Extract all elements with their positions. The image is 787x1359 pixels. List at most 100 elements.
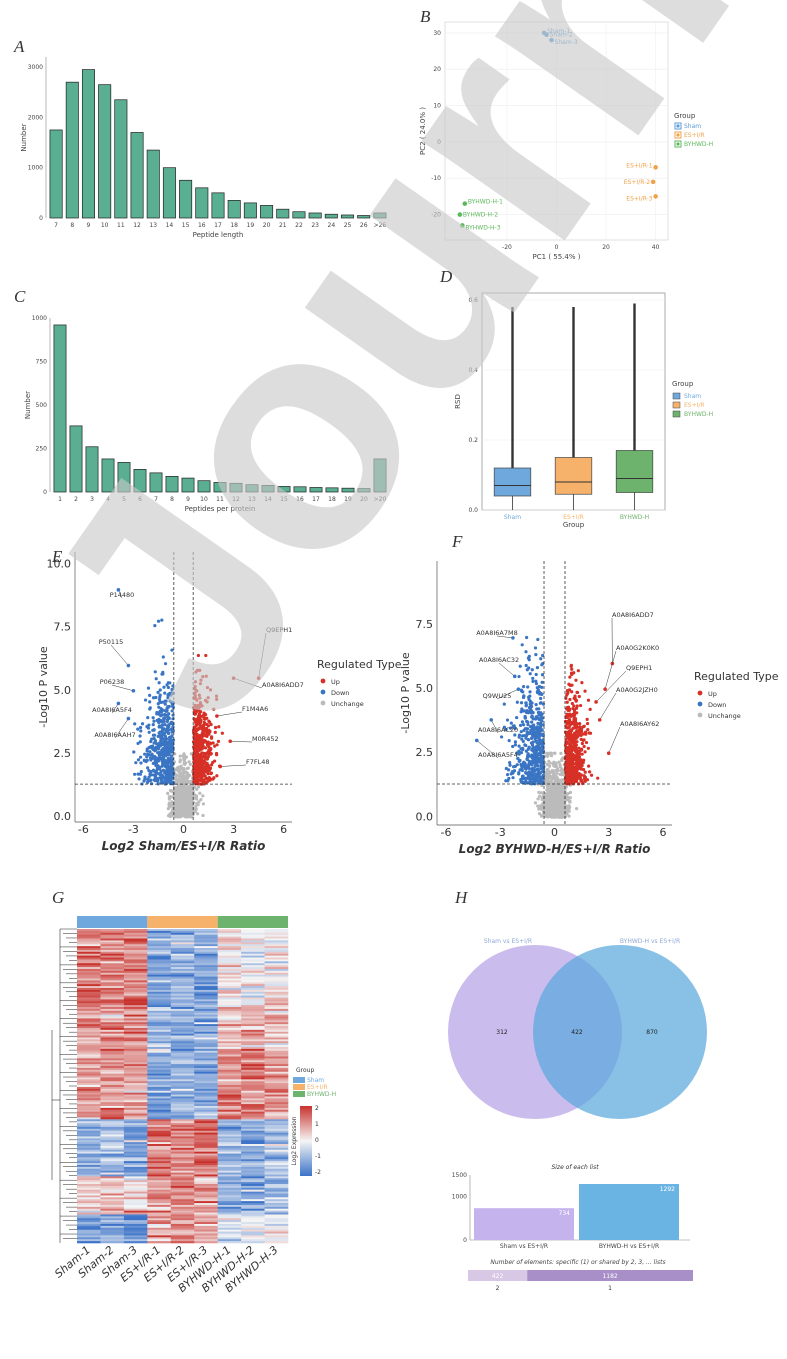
heatmap-cell <box>264 955 289 958</box>
heatmap-cell <box>147 997 172 1000</box>
heatmap-cell <box>170 1033 195 1036</box>
heatmap-cell <box>264 1081 289 1084</box>
heatmap-cell <box>100 980 125 983</box>
heatmap-cell <box>194 984 218 987</box>
volcano-point <box>519 777 523 782</box>
heatmap-cell <box>123 984 148 987</box>
y-tick-label: 500 <box>36 402 48 409</box>
volcano-point <box>588 707 592 711</box>
volcano-point <box>530 720 534 724</box>
heatmap-cell <box>264 1090 289 1093</box>
heatmap-cell <box>100 930 125 934</box>
volcano-point <box>194 797 199 801</box>
x-tick-label: 3 <box>90 496 94 503</box>
heatmap-cell <box>77 1022 101 1025</box>
volcano-point <box>179 792 183 796</box>
heatmap-cell <box>241 949 265 953</box>
volcano-point <box>133 722 137 726</box>
heatmap-cell <box>217 972 242 975</box>
heatmap-cell <box>147 1031 172 1034</box>
volcano-point <box>158 772 162 776</box>
heatmap-cell <box>100 1090 125 1093</box>
heatmap-cell <box>147 995 172 998</box>
heatmap-cell <box>77 1043 101 1046</box>
heatmap-cell <box>77 1008 101 1012</box>
volcano-point <box>535 746 540 750</box>
annotation-label: M0R452 <box>252 735 279 743</box>
heatmap-cell <box>123 1048 148 1052</box>
volcano-point <box>536 637 540 642</box>
heatmap-cell <box>241 1014 265 1017</box>
volcano-point <box>552 773 556 778</box>
heatmap-cell <box>217 1092 242 1095</box>
volcano-point <box>143 698 148 702</box>
heatmap-cell <box>100 1022 125 1025</box>
heatmap-cell <box>264 997 289 1000</box>
volcano-point <box>148 750 152 754</box>
volcano-point <box>151 761 155 766</box>
heatmap-cell <box>147 1024 172 1027</box>
heatmap-cell <box>147 1026 172 1029</box>
volcano-point <box>586 746 590 750</box>
heatmap-cell <box>77 1094 101 1097</box>
heatmap-cell <box>264 986 289 989</box>
heatmap-cell <box>170 1054 195 1057</box>
heatmap-cell <box>100 961 125 964</box>
heatmap-cell <box>217 963 242 966</box>
volcano-point <box>533 737 537 741</box>
volcano-point <box>536 797 540 801</box>
x-axis-title: Log2 BYHWD-H/ES+I/R Ratio <box>459 842 651 856</box>
heatmap-cell <box>217 936 242 939</box>
volcano-point <box>154 769 158 773</box>
volcano-point <box>148 693 152 697</box>
heatmap-cell <box>147 989 172 993</box>
heatmap-cell <box>170 1052 195 1055</box>
annotation-leader <box>220 764 247 767</box>
volcano-point <box>163 777 167 781</box>
heatmap-cell <box>77 963 101 966</box>
volcano-point <box>519 701 524 705</box>
volcano-point <box>524 650 528 654</box>
heatmap-cell <box>123 1066 148 1069</box>
volcano-point <box>178 804 182 808</box>
heatmap-cell <box>194 938 218 941</box>
volcano-point <box>148 707 152 711</box>
volcano-point <box>186 780 191 784</box>
y-axis-title: Number <box>24 391 32 419</box>
heatmap-cell <box>194 1027 218 1031</box>
heatmap-cell <box>170 970 195 974</box>
volcano-point <box>150 782 154 786</box>
heatmap-cell <box>217 1079 242 1082</box>
heatmap-cell <box>147 1096 172 1099</box>
heatmap-cell <box>241 995 265 998</box>
heatmap-cell <box>123 1035 148 1038</box>
volcano-point <box>507 738 511 743</box>
heatmap-cell <box>170 1096 195 1099</box>
box <box>615 450 654 493</box>
heatmap-cell <box>170 986 195 989</box>
heatmap-cell <box>194 982 218 985</box>
heatmap-cell <box>194 970 218 974</box>
volcano-point <box>173 775 178 780</box>
x-tick-label: 14 <box>166 222 174 229</box>
volcano-point <box>530 733 535 737</box>
heatmap-cell <box>77 1039 101 1042</box>
heatmap-cell <box>264 1067 289 1071</box>
volcano-point <box>547 779 551 783</box>
heatmap-cell <box>170 978 195 981</box>
bar <box>211 192 225 219</box>
heatmap-cell <box>170 953 195 956</box>
volcano-point <box>167 760 171 764</box>
heatmap-cell <box>100 984 125 987</box>
volcano-point <box>530 715 534 719</box>
heatmap-cell <box>100 1067 125 1071</box>
heatmap-cell <box>123 1071 148 1074</box>
volcano-point <box>569 756 573 760</box>
bar <box>276 208 290 219</box>
volcano-point <box>522 780 526 785</box>
heatmap-cell <box>217 1003 242 1006</box>
heatmap-cell <box>77 1050 101 1053</box>
volcano-point <box>536 690 540 694</box>
heatmap-cell <box>123 1056 148 1059</box>
legend-key <box>320 678 326 684</box>
